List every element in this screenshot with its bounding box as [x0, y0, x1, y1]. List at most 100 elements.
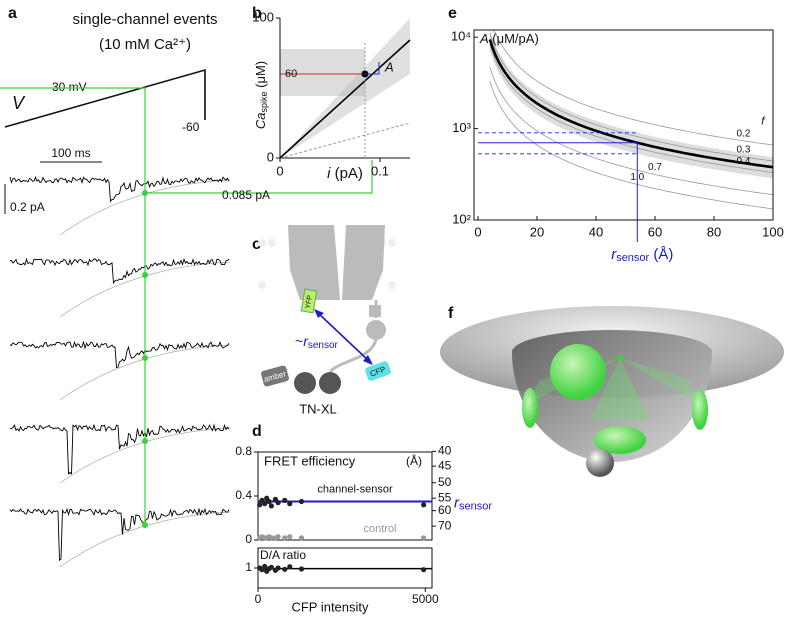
slope-bracket	[365, 62, 380, 75]
control-label: control	[363, 523, 396, 535]
panel-label: d	[252, 423, 262, 440]
nanodomain-drawing	[440, 306, 784, 477]
main-curve	[488, 39, 774, 169]
ratio-point	[421, 567, 427, 573]
x-tick-label: 0	[474, 224, 481, 239]
x-tick-label: 40	[589, 224, 603, 239]
y-label: Caspike (μM)	[253, 61, 269, 129]
y2-tick-label: 60	[438, 503, 452, 517]
distance-label: ~rsensor	[295, 333, 339, 351]
f-label: 0.3	[737, 145, 751, 156]
ratio-point	[262, 563, 268, 569]
y-tick-label: 0	[245, 532, 252, 546]
panel-label: e	[448, 5, 457, 22]
readout-line	[478, 142, 638, 242]
f-label: 0.4	[737, 156, 751, 167]
f-curve	[489, 29, 774, 146]
x-tick-label: 60	[648, 224, 662, 239]
y-tick-label: 100	[252, 9, 274, 24]
traces	[9, 176, 231, 568]
fret-point	[298, 498, 305, 505]
right-label-sub: sensor	[459, 500, 492, 512]
top-title: FRET efficiency	[264, 453, 356, 468]
f-label: 0.7	[648, 162, 662, 173]
y2-tick-label: 40	[438, 444, 452, 458]
voltage-ramp	[4, 68, 206, 128]
f-curve	[489, 44, 774, 173]
x-label: rsensor (Å)	[611, 246, 673, 264]
fret-point	[262, 501, 268, 507]
right-unit: (Å)	[406, 453, 422, 468]
x-tick-label: 0	[255, 592, 262, 606]
y-label-unit: (μM)	[253, 61, 268, 92]
f-curve	[489, 66, 774, 196]
fret-point	[257, 502, 263, 508]
trace	[9, 176, 230, 203]
y-tick-label: 10⁴	[451, 29, 471, 44]
y2-tick-label: 50	[438, 475, 452, 489]
right-label: rsensor	[454, 494, 492, 512]
f-label: 0.2	[737, 128, 751, 139]
control-point	[268, 535, 274, 541]
control-point	[287, 534, 293, 540]
ratio-point	[298, 566, 305, 572]
yfp-label: YFP	[305, 294, 314, 309]
readout-line	[145, 160, 373, 194]
readout-line	[0, 87, 146, 525]
leak-curve	[59, 179, 231, 236]
f-title: f	[761, 115, 765, 127]
x-tick-label: 80	[707, 224, 721, 239]
y-tick-label: 10³	[452, 120, 471, 135]
x-tick-label: 0.1	[371, 163, 389, 178]
channel-diagram: YFP amber CFP ~rsensor TN-XL	[258, 225, 396, 416]
fret-point	[266, 498, 272, 505]
x-tick-label: 5000	[412, 592, 439, 606]
panel-label: f	[448, 305, 454, 322]
y2-tick-label: 45	[438, 458, 452, 472]
fret-point	[268, 503, 274, 509]
readout-label: 60	[285, 68, 297, 80]
y2-tick-label: 70	[438, 518, 452, 532]
confidence-band	[489, 30, 773, 179]
f-curve	[489, 80, 774, 210]
y-label-var: A	[479, 31, 489, 46]
trace	[9, 340, 230, 368]
y-label-sub: spike	[259, 91, 269, 112]
current-scale: 0.2 pA	[10, 200, 45, 214]
y-tick-label: 1	[245, 560, 252, 574]
voltage-high: 30 mV	[52, 80, 87, 94]
y-label-var: Ca	[253, 112, 268, 129]
ratio-point	[282, 566, 288, 572]
x-label-sub: sensor	[616, 252, 649, 264]
y2-tick-label: 55	[438, 490, 452, 504]
time-scale: 100 ms	[51, 146, 90, 160]
bottom-title: D/A ratio	[260, 548, 306, 562]
x-tick-label: 0	[276, 163, 283, 178]
fret-point	[275, 500, 281, 506]
series-label: channel-sensor	[317, 483, 393, 495]
panel-label: b	[252, 5, 262, 22]
voltage-low: -60	[182, 120, 200, 134]
subtitle: (10 mM Ca²⁺)	[99, 36, 191, 53]
y-tick-label: 0.8	[235, 444, 252, 458]
right-label-var: r	[454, 494, 460, 511]
x-label-unit: (pA)	[330, 165, 363, 182]
panel-label: c	[252, 236, 261, 253]
trace	[9, 507, 230, 562]
title: single-channel events	[72, 11, 217, 28]
x-label: i (pA)	[327, 165, 363, 182]
current-readout: 0.085 pA	[222, 188, 270, 202]
control-point	[421, 535, 427, 541]
frame	[473, 29, 774, 221]
fit-line	[279, 39, 411, 159]
y-tick-label: 0.4	[235, 488, 252, 502]
fret-point	[421, 502, 427, 508]
f-curve	[489, 33, 774, 162]
control-point	[282, 535, 288, 541]
x-label-var: r	[611, 246, 617, 263]
fret-point	[282, 497, 288, 503]
x-tick-label: 20	[530, 224, 544, 239]
fret-point	[287, 501, 293, 507]
ratio-point	[268, 564, 274, 570]
